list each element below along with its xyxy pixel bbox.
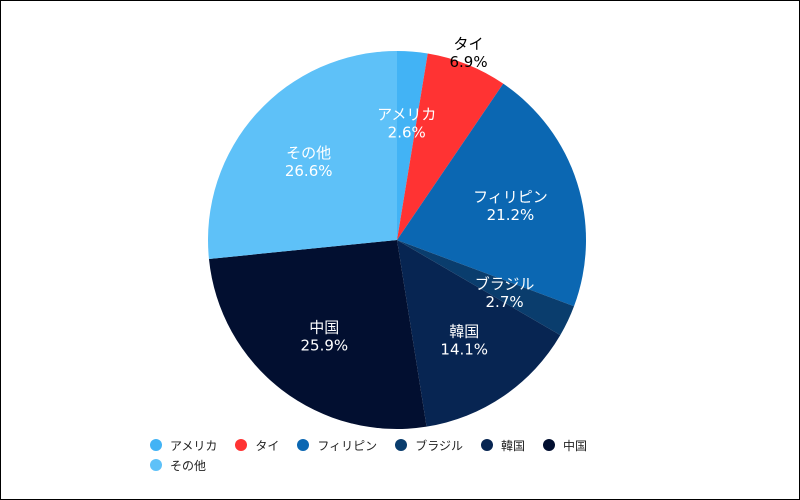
legend-swatch bbox=[150, 439, 162, 451]
legend-swatch bbox=[480, 439, 493, 451]
legend-item-3[interactable]: ブラジル bbox=[395, 436, 463, 454]
legend-swatch bbox=[542, 439, 555, 451]
legend-item-2[interactable]: フィリピン bbox=[297, 436, 377, 454]
legend-label: その他 bbox=[170, 458, 207, 473]
legend-label: フィリピン bbox=[317, 438, 378, 453]
legend-label: 韓国 bbox=[500, 438, 525, 453]
pie-slice-1 bbox=[397, 53, 504, 240]
slice-value-label: 2.6% bbox=[388, 123, 426, 141]
legend-item-1[interactable]: タイ bbox=[235, 436, 279, 454]
slice-name-label: ブラジル bbox=[475, 275, 535, 293]
slice-value-label: 26.6% bbox=[285, 162, 333, 180]
legend-item-0[interactable]: アメリカ bbox=[150, 436, 217, 454]
slice-value-label: 25.9% bbox=[300, 336, 348, 354]
slice-name-label: その他 bbox=[286, 144, 331, 162]
slice-value-label: 21.2% bbox=[487, 206, 535, 224]
pie-slice-0 bbox=[397, 51, 428, 240]
legend-swatch bbox=[395, 439, 408, 451]
slice-name-label: フィリピン bbox=[473, 188, 548, 206]
slice-label-1: タイ6.9% bbox=[449, 35, 487, 71]
pie-slice-4 bbox=[397, 240, 561, 427]
slice-name-label: 韓国 bbox=[449, 322, 479, 340]
legend-item-5[interactable]: 中国 bbox=[542, 436, 587, 454]
legend-swatch bbox=[297, 439, 310, 451]
slice-name-label: タイ bbox=[454, 35, 484, 53]
legend-label: 中国 bbox=[562, 438, 587, 453]
slice-value-label: 2.7% bbox=[486, 293, 524, 311]
legend-label: タイ bbox=[255, 438, 280, 453]
pie-slice-6 bbox=[208, 51, 397, 259]
pie-slice-2 bbox=[397, 83, 586, 307]
slice-name-label: アメリカ bbox=[377, 105, 436, 123]
legend-item-4[interactable]: 韓国 bbox=[480, 436, 525, 454]
pie-slice-5 bbox=[208, 240, 427, 429]
legend-swatch bbox=[150, 459, 162, 471]
slice-value-label: 6.9% bbox=[449, 53, 487, 71]
legend-swatch bbox=[235, 439, 248, 451]
legend-label: ブラジル bbox=[415, 438, 463, 453]
slice-name-label: 中国 bbox=[309, 318, 339, 336]
chart-legend: アメリカ タイ フィリピン ブラジル 韓国 中国その他 bbox=[150, 436, 670, 474]
legend-item-6[interactable]: その他 bbox=[150, 456, 206, 474]
pie-slice-3 bbox=[397, 240, 575, 336]
slice-value-label: 14.1% bbox=[440, 340, 488, 358]
legend-label: アメリカ bbox=[170, 438, 218, 453]
